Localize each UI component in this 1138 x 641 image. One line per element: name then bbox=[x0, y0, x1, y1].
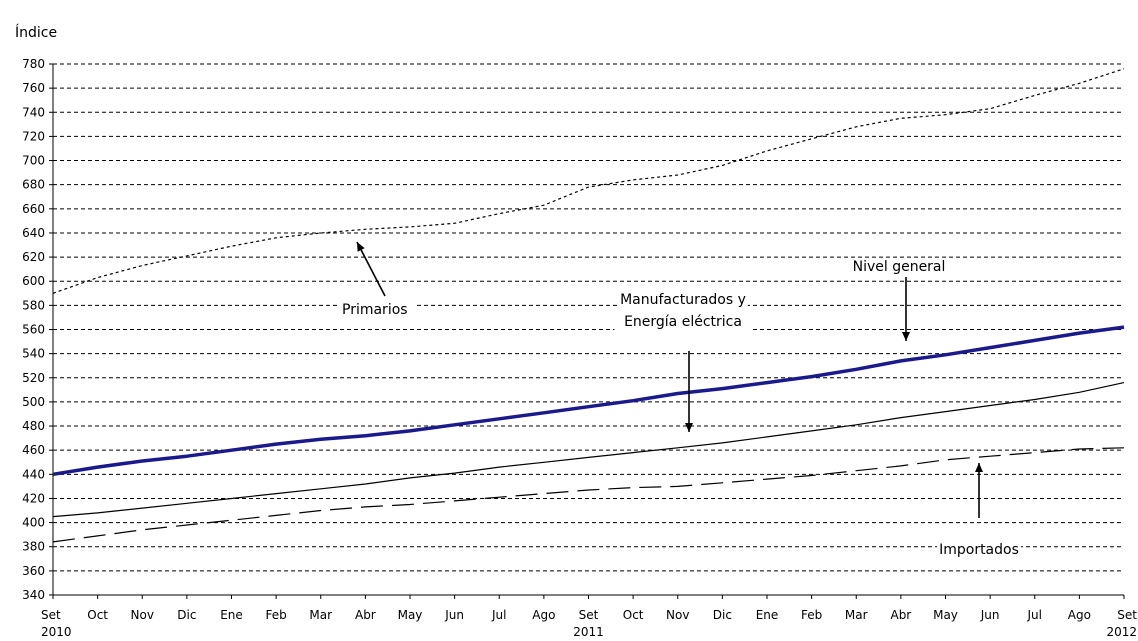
y-tick-label: 340 bbox=[22, 588, 45, 602]
x-tick-label: Mar bbox=[309, 608, 332, 622]
series-line-manufacturados-y-energ-a-el-ctrica bbox=[52, 382, 1125, 518]
x-tick-labels: Set Oct Nov Dic Ene Feb Mar Abr May Jun Jul Ago Set O… bbox=[41, 608, 1137, 639]
x-tick-label: Mar bbox=[845, 608, 868, 622]
x-tick-label: Jul bbox=[1027, 608, 1042, 622]
y-tick-label: 360 bbox=[22, 564, 45, 578]
x-tick-label: Set bbox=[579, 608, 599, 622]
axes bbox=[49, 63, 1125, 599]
x-tick-label: Ene bbox=[220, 608, 243, 622]
annotation-arrow-shaft bbox=[356, 241, 386, 297]
x-tick-label: Jun bbox=[980, 608, 1000, 622]
y-tick-label: 680 bbox=[22, 178, 45, 192]
annotation-label: Energía eléctrica bbox=[624, 314, 742, 330]
annotation-label: Manufacturados y bbox=[620, 292, 746, 308]
annotation-arrow-head bbox=[902, 332, 910, 341]
annotation-arrow-head bbox=[357, 242, 365, 252]
gridlines bbox=[53, 63, 1124, 572]
x-tick-label: Set bbox=[1117, 608, 1137, 622]
x-tick-label: Oct bbox=[87, 608, 108, 622]
x-tick-label: Jul bbox=[491, 608, 506, 622]
series-line-importados bbox=[52, 447, 1125, 543]
y-tick-label: 380 bbox=[22, 540, 45, 554]
y-tick-label: 760 bbox=[22, 81, 45, 95]
x-tick-label: May bbox=[398, 608, 423, 622]
y-tick-label: 540 bbox=[22, 347, 45, 361]
x-tick-label: Dic bbox=[713, 608, 732, 622]
y-tick-labels: 340 360 380 400 420 440 460 480 500 520 540 560 580 6… bbox=[22, 57, 45, 602]
annotations: Primarios Manufacturados y Energía eléctri… bbox=[338, 241, 1021, 558]
y-tick-label: 460 bbox=[22, 443, 45, 457]
x-tick-label: Ago bbox=[532, 608, 555, 622]
x-tick-label: Abr bbox=[890, 608, 911, 622]
x-year-label: 2010 bbox=[41, 625, 72, 639]
annotation-label-bg bbox=[614, 313, 752, 330]
x-tick-label: Feb bbox=[801, 608, 822, 622]
y-tick-label: 500 bbox=[22, 395, 45, 409]
x-tick-label: Set bbox=[41, 608, 61, 622]
x-tick-label: May bbox=[933, 608, 958, 622]
x-tick-label: Feb bbox=[266, 608, 287, 622]
y-tick-label: 440 bbox=[22, 467, 45, 481]
annotation-label: Primarios bbox=[342, 302, 408, 318]
annotation-arrow-head bbox=[685, 423, 693, 432]
x-tick-label: Oct bbox=[623, 608, 644, 622]
x-tick-label: Abr bbox=[355, 608, 376, 622]
y-tick-label: 620 bbox=[22, 250, 45, 264]
x-tick-label: Nov bbox=[131, 608, 154, 622]
y-tick-label: 560 bbox=[22, 323, 45, 337]
y-axis-label: Índice bbox=[15, 24, 57, 41]
x-tick-label: Ene bbox=[756, 608, 779, 622]
y-tick-label: 520 bbox=[22, 371, 45, 385]
y-tick-label: 700 bbox=[22, 154, 45, 168]
series-lines bbox=[52, 68, 1125, 543]
annotation-label-bg bbox=[937, 541, 1021, 558]
x-tick-label: Nov bbox=[666, 608, 689, 622]
x-tick-label: Dic bbox=[177, 608, 196, 622]
series-line-primarios bbox=[52, 68, 1125, 294]
annotation-label: Nivel general bbox=[853, 259, 946, 275]
y-tick-label: 640 bbox=[22, 226, 45, 240]
y-tick-label: 580 bbox=[22, 298, 45, 312]
x-tick-label: Jun bbox=[444, 608, 464, 622]
x-tick-label: Ago bbox=[1068, 608, 1091, 622]
annotation-label-bg bbox=[618, 291, 748, 308]
x-year-label: 2012 bbox=[1106, 625, 1137, 639]
annotation-label: Importados bbox=[939, 542, 1019, 558]
y-tick-label: 400 bbox=[22, 516, 45, 530]
y-tick-label: 480 bbox=[22, 419, 45, 433]
annotation-label-bg bbox=[338, 301, 415, 318]
y-tick-label: 740 bbox=[22, 105, 45, 119]
y-tick-label: 660 bbox=[22, 202, 45, 216]
annotation-backgrounds bbox=[338, 258, 1021, 558]
annotation-arrow-head bbox=[975, 463, 983, 472]
y-tick-label: 420 bbox=[22, 491, 45, 505]
x-year-label: 2011 bbox=[573, 625, 604, 639]
y-tick-label: 720 bbox=[22, 129, 45, 143]
annotation-label-bg bbox=[845, 258, 953, 275]
y-tick-label: 600 bbox=[22, 274, 45, 288]
y-tick-label: 780 bbox=[22, 57, 45, 71]
series-line-nivel-general bbox=[52, 325, 1125, 477]
